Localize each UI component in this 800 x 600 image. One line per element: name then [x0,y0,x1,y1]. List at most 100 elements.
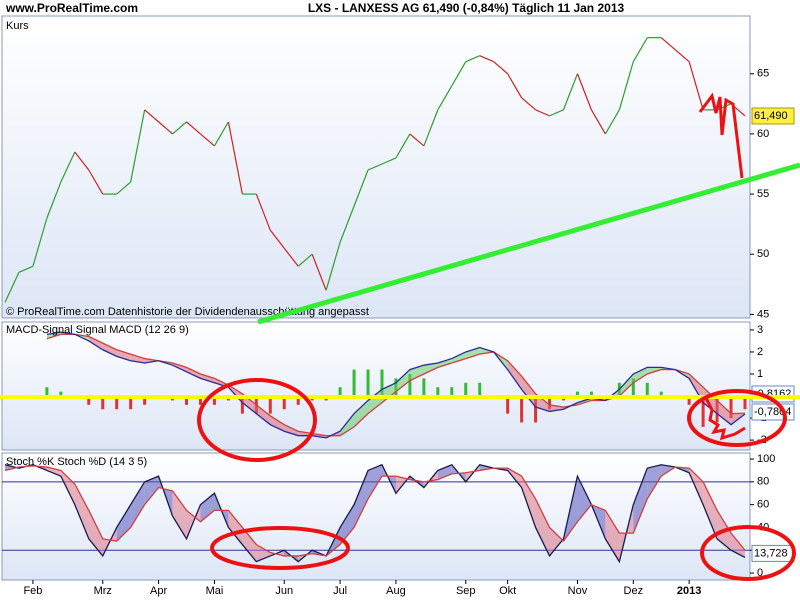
band-fill [270,415,285,432]
x-tick-label: Feb [23,585,42,597]
band-fill [451,351,466,363]
y-tick-label: 2 [757,346,763,358]
y-tick-label: 60 [757,499,769,511]
y-tick-label: 3 [757,324,763,336]
x-tick-label: Mrz [94,585,112,597]
series-line [46,331,746,439]
y-tick-label: 50 [757,248,769,260]
price-segment [283,247,299,267]
price-segment [255,193,271,231]
price-segment [88,169,104,195]
band-fill [340,413,355,436]
price-segment [493,61,509,75]
y-tick-label: 60 [757,128,769,140]
band-fill [116,349,131,361]
price-segment [311,254,327,291]
price-segment [549,109,564,117]
price-segment [200,133,215,147]
band-fill [633,367,648,383]
price-segment [632,37,648,63]
panel-label: Kurs [6,20,29,32]
highlight-circle [197,378,317,462]
band-fill [354,470,369,528]
band-fill [619,373,634,397]
price-segment [269,229,285,249]
price-segment [46,181,62,219]
band-fill [703,481,718,539]
band-fill [521,476,536,528]
annotations [0,92,800,581]
legend-label: MACD-Signal Signal [6,324,106,336]
site-name: www.ProRealTime.com [5,1,138,15]
band-fill [144,476,159,505]
band-fill [368,464,382,499]
price-segment [688,61,704,111]
band-fill [437,464,452,480]
price-segment [353,169,369,207]
drawn-arrow [698,92,744,179]
x-tick-label: Mai [206,585,224,597]
x-tick-label: Nov [568,585,588,597]
price-segment [395,133,411,159]
panel-background [1,321,751,451]
price-segment [227,121,243,195]
band-fill [507,360,522,390]
band-fill [242,527,257,562]
price-segment [590,109,606,135]
y-tick-label: 55 [757,188,769,200]
y-tick-label: 100 [757,453,775,465]
drawn-scribble [704,397,746,441]
x-tick-label: Apr [150,585,167,597]
y-tick-label: 65 [757,68,769,80]
price-segment [60,151,76,183]
band-fill [130,481,145,528]
band-fill [549,404,564,412]
price-segment [660,37,676,51]
price-segment [213,121,229,147]
trend-line [257,162,800,325]
legend-label: MACD (12 26 9) [109,324,188,336]
price-segment [576,73,592,111]
band-fill [74,484,89,539]
band-fill [437,358,452,368]
band-fill [703,387,718,414]
price-segment [507,73,523,99]
y-tick-label: 1 [757,368,763,380]
highlight-circle [687,389,787,447]
x-tick-label: Jun [275,585,293,597]
band-fill [46,467,61,477]
price-segment [74,151,90,171]
price-segment [116,181,132,195]
price-segment [479,55,494,63]
x-tick-label: 2013 [677,585,701,597]
price-segment [339,205,355,243]
x-tick-label: Aug [386,585,406,597]
price-segment [674,49,690,63]
price-segment [18,265,34,273]
price-segment [451,61,467,87]
series-line [4,463,746,564]
price-segment [32,217,48,267]
price-segment [297,253,313,267]
band-fill [465,347,480,359]
y-tick-label: 0 [757,567,763,579]
band-fill [88,510,103,556]
price-segment [381,157,397,165]
price-segment [604,109,620,135]
highlight-circle [210,526,350,570]
price-segment [130,109,146,183]
band-fill [423,362,438,374]
price-segment [186,121,201,135]
x-tick-label: Okt [499,585,516,597]
band-fill [354,400,369,427]
price-segment [144,109,159,123]
price-segment [562,73,579,111]
band-fill [116,504,131,542]
band-fill [200,373,215,383]
x-tick-label: Dez [624,585,644,597]
band-fill [228,510,243,545]
band-fill [647,464,662,499]
legend-label: Stoch %K [6,456,55,468]
